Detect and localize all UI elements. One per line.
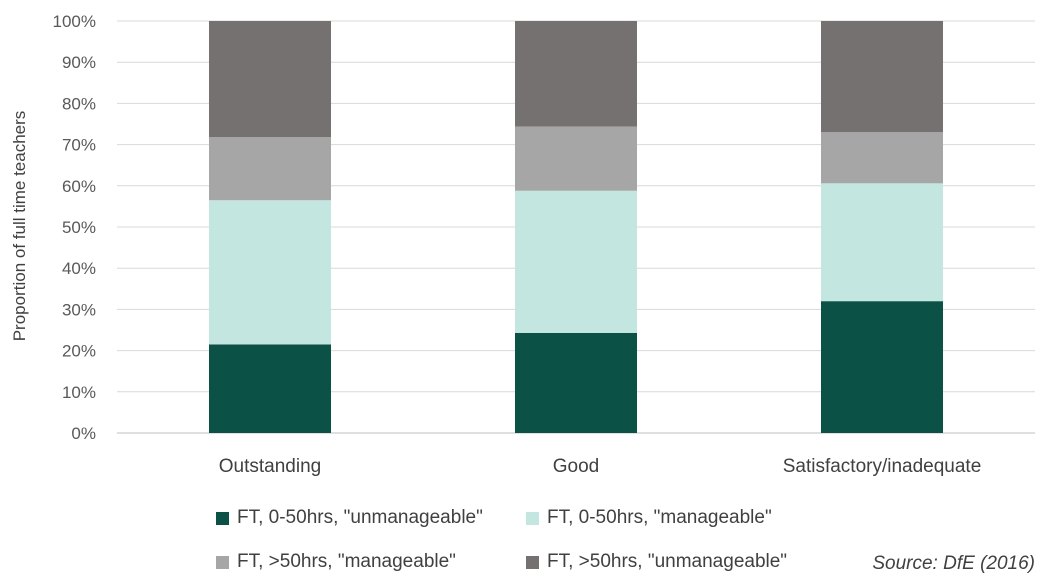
bar-segment: [209, 344, 331, 433]
bars: [209, 21, 943, 433]
y-axis-tick-labels: 0% 10% 20% 30% 40% 50% 60% 70% 80% 90% 100%: [53, 12, 96, 443]
bar-segment: [209, 137, 331, 201]
legend-label: FT, 0-50hrs, "unmanageable": [237, 507, 483, 528]
legend-label: FT, >50hrs, "manageable": [237, 551, 456, 572]
bar-segment: [821, 21, 943, 133]
bar-segment: [515, 190, 637, 333]
y-tick-label: 60%: [62, 177, 96, 196]
y-tick-label: 40%: [62, 259, 96, 278]
x-category-label: Outstanding: [219, 456, 321, 477]
y-tick-label: 100%: [53, 12, 96, 31]
legend-swatch: [216, 555, 229, 569]
legend-label: FT, >50hrs, "unmanageable": [547, 551, 788, 572]
y-tick-label: 10%: [62, 383, 96, 402]
y-tick-label: 50%: [62, 218, 96, 237]
y-axis-label: Proportion of full time teachers: [10, 111, 29, 342]
bar-segment: [515, 126, 637, 191]
bar-segment: [821, 301, 943, 433]
legend-item-ft-over-50-manageable: FT, >50hrs, "manageable": [216, 551, 456, 573]
legend-swatch: [216, 511, 229, 525]
legend-item-ft-0-50-manageable: FT, 0-50hrs, "manageable": [526, 507, 772, 529]
legend-label: FT, 0-50hrs, "manageable": [547, 507, 772, 528]
bar-segment: [821, 132, 943, 184]
bar-segment: [821, 183, 943, 302]
y-tick-label: 90%: [62, 53, 96, 72]
bar-segment: [209, 200, 331, 345]
legend-swatch: [526, 511, 539, 525]
bar-segment: [209, 21, 331, 138]
legend-item-ft-0-50-unmanageable: FT, 0-50hrs, "unmanageable": [216, 507, 483, 529]
y-tick-label: 70%: [62, 136, 96, 155]
y-tick-label: 0%: [71, 424, 96, 443]
legend-swatch: [526, 555, 539, 569]
bar-segment: [515, 21, 637, 127]
x-category-label: Satisfactory/inadequate: [783, 456, 982, 477]
x-category-label: Good: [553, 456, 599, 477]
x-axis-category-labels: Outstanding Good Satisfactory/inadequate: [219, 456, 982, 477]
y-tick-label: 80%: [62, 94, 96, 113]
legend-item-ft-over-50-unmanageable: FT, >50hrs, "unmanageable": [526, 551, 787, 573]
source-note: Source: DfE (2016): [872, 553, 1035, 574]
bar-segment: [515, 332, 637, 433]
y-tick-label: 20%: [62, 342, 96, 361]
y-tick-label: 30%: [62, 300, 96, 319]
